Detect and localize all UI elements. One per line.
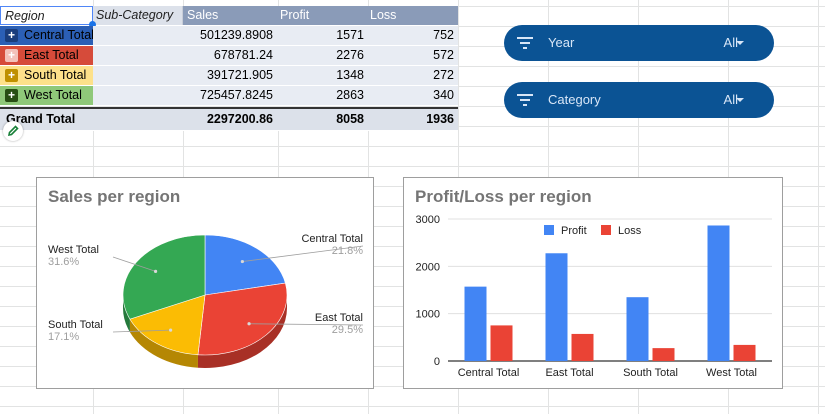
grand-total-loss[interactable]: 1936 [426, 112, 454, 126]
pie-leader-line [249, 323, 364, 326]
sales-cell[interactable]: 678781.24 [213, 48, 273, 62]
header-sub-category[interactable]: Sub-Category [93, 6, 183, 25]
pivot-row: East Total +678781.24 2276 572 [0, 46, 458, 66]
sales-pie-chart[interactable]: Sales per region Central Total 21.8% East … [36, 177, 374, 389]
bar-profit[interactable] [707, 225, 730, 361]
x-tick-label: West Total [706, 367, 757, 379]
pivot-row: Central Total +501239.8908 1571 752 [0, 26, 458, 46]
sales-cell[interactable]: 501239.8908 [200, 28, 273, 42]
profit-cell[interactable]: 2863 [336, 88, 364, 102]
pivot-row: West Total +725457.8245 2863 340 [0, 86, 458, 106]
filter-year[interactable]: Year All [504, 25, 774, 61]
pie-slice[interactable] [204, 234, 286, 296]
filter-label: Category [548, 92, 601, 107]
expand-icon[interactable]: + [5, 49, 18, 62]
profit-loss-bar-chart[interactable]: Profit/Loss per region 0 1000 2000 3000 Cent… [403, 177, 783, 389]
pencil-icon [7, 125, 19, 137]
pie-slice[interactable] [122, 234, 206, 320]
filter-value: All [723, 35, 738, 50]
pie-leader-dot [153, 269, 158, 273]
pie-percent-label: 31.6% [48, 256, 79, 268]
pie-slice[interactable] [129, 294, 206, 356]
selection-handle[interactable] [89, 21, 96, 28]
pie-slice-side [197, 295, 287, 368]
y-tick-label: 2000 [416, 261, 440, 273]
pie-leader-line [112, 256, 156, 272]
bar-loss[interactable] [652, 348, 675, 361]
chevron-down-icon [736, 98, 744, 102]
pie-slice-side [129, 319, 198, 368]
grand-total-label: Grand Total [6, 112, 76, 126]
filter-value: All [723, 92, 738, 107]
filter-icon [517, 37, 533, 49]
pie-percent-label: 21.8% [332, 245, 363, 257]
expand-icon[interactable]: + [5, 89, 18, 102]
x-tick-label: South Total [623, 367, 678, 379]
pie-leader-line [112, 329, 171, 333]
grand-total-sales[interactable]: 2297200.86 [206, 112, 273, 126]
pivot-row: South Total +391721.905 1348 272 [0, 66, 458, 86]
header-profit[interactable]: Profit [278, 6, 368, 25]
loss-cell[interactable]: 572 [433, 48, 454, 62]
filter-category[interactable]: Category All [504, 82, 774, 118]
bar-loss[interactable] [733, 344, 756, 361]
pie-leader-dot [247, 322, 251, 326]
bar-profit[interactable] [545, 253, 568, 361]
bar-chart-title: Profit/Loss per region [415, 187, 592, 206]
pie-chart-title: Sales per region [48, 187, 181, 206]
edit-pivot-button[interactable] [3, 121, 23, 141]
bar-loss[interactable] [571, 333, 594, 361]
profit-cell[interactable]: 1571 [336, 28, 364, 42]
pie-leader-dot [240, 259, 244, 264]
header-loss[interactable]: Loss [368, 6, 458, 25]
filter-icon [517, 94, 533, 106]
header-sales[interactable]: Sales [183, 6, 278, 25]
pie-percent-label: 29.5% [332, 324, 363, 336]
sales-cell[interactable]: 725457.8245 [200, 88, 273, 102]
bar-loss[interactable] [490, 325, 513, 361]
expand-icon[interactable]: + [5, 69, 18, 82]
pie-label: West Total [48, 244, 99, 256]
pie-slice-side [123, 295, 130, 333]
profit-cell[interactable]: 2276 [336, 48, 364, 62]
legend-swatch [544, 225, 554, 235]
grand-total-row: Grand Total 2297200.86 8058 1936 [0, 107, 458, 131]
region-label[interactable]: South Total [0, 66, 93, 85]
legend-label: Profit [561, 225, 587, 237]
y-tick-label: 1000 [416, 309, 440, 321]
pie-leader-dot [169, 328, 173, 332]
pivot-header-row: Region Sub-Category Sales Profit Loss [0, 6, 458, 28]
profit-cell[interactable]: 1348 [336, 68, 364, 82]
bar-profit[interactable] [464, 286, 487, 361]
filter-label: Year [548, 35, 575, 50]
pie-label: South Total [48, 319, 103, 331]
bar-profit[interactable] [626, 297, 649, 361]
y-tick-label: 3000 [416, 214, 440, 226]
legend-label: Loss [618, 225, 642, 237]
y-tick-label: 0 [434, 356, 440, 368]
expand-icon[interactable]: + [5, 29, 18, 42]
loss-cell[interactable]: 272 [433, 68, 454, 82]
bar-canvas: 0 1000 2000 3000 Central Total East Total Sout… [416, 214, 772, 379]
region-label[interactable]: East Total [0, 46, 93, 65]
pivot-table: Region Sub-Category Sales Profit Loss Ce… [0, 6, 458, 131]
legend-swatch [601, 225, 611, 235]
chevron-down-icon [736, 41, 744, 45]
pie-percent-label: 17.1% [48, 331, 79, 343]
x-tick-label: East Total [545, 367, 593, 379]
loss-cell[interactable]: 340 [433, 88, 454, 102]
region-label[interactable]: West Total [0, 86, 93, 105]
grand-total-profit[interactable]: 8058 [336, 112, 364, 126]
pie-leader-line [242, 245, 364, 262]
pie-slice[interactable] [197, 282, 288, 356]
region-label[interactable]: Central Total [0, 26, 93, 45]
pie-label: East Total [315, 312, 363, 324]
pie-label: Central Total [301, 233, 363, 245]
sales-cell[interactable]: 391721.905 [206, 68, 273, 82]
loss-cell[interactable]: 752 [433, 28, 454, 42]
x-tick-label: Central Total [458, 367, 520, 379]
header-region[interactable]: Region [0, 6, 93, 25]
